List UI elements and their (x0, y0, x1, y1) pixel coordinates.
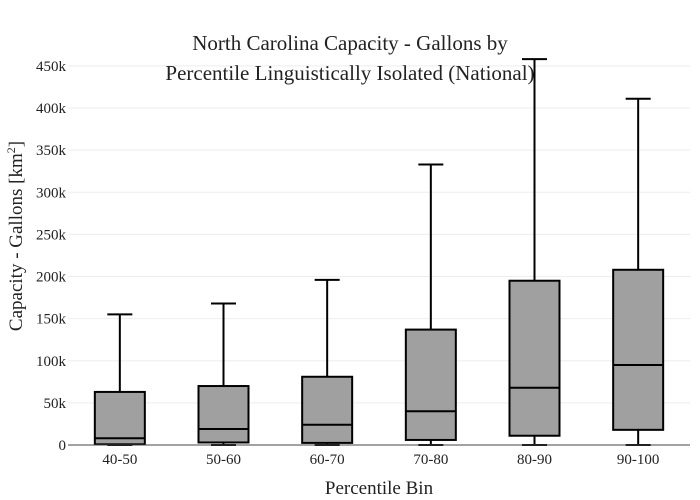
y-tick-label: 400k (36, 101, 67, 117)
x-tick-label: 60-70 (310, 452, 345, 468)
box-70-80 (404, 163, 457, 446)
y-tick-label: 450k (36, 59, 67, 75)
chart-title-line-2: Percentile Linguistically Isolated (Nati… (165, 61, 534, 85)
chart-title-line-1: North Carolina Capacity - Gallons by (192, 31, 508, 55)
box-80-90 (508, 58, 561, 446)
y-tick-label: 50k (44, 396, 67, 412)
box-iqr (508, 279, 561, 437)
box-iqr (197, 385, 250, 444)
boxes-layer (93, 58, 665, 446)
x-tick-label: 90-100 (617, 452, 660, 468)
x-tick-label: 40-50 (102, 452, 137, 468)
box-90-100 (612, 97, 665, 446)
y-tick-label: 300k (36, 185, 67, 201)
box-iqr (93, 390, 146, 446)
box-iqr (612, 268, 665, 431)
y-tick-label: 0 (59, 438, 67, 454)
grid-layer (68, 65, 690, 404)
y-tick-label: 100k (36, 354, 67, 370)
y-tick-label: 150k (36, 312, 67, 328)
y-axis-title-main: Capacity - Gallons [km (6, 153, 27, 331)
y-tick-label: 350k (36, 143, 67, 159)
y-axis-title: Capacity - Gallons [km2] (4, 141, 27, 331)
box-iqr (301, 375, 354, 444)
y-tick-label: 200k (36, 270, 67, 286)
x-axis-title: Percentile Bin (325, 478, 434, 499)
x-tick-label: 50-60 (206, 452, 241, 468)
x-tick-label: 80-90 (517, 452, 552, 468)
box-40-50 (93, 313, 146, 446)
x-tick-label: 70-80 (413, 452, 448, 468)
box-50-60 (197, 302, 250, 446)
y-tick-label: 250k (36, 227, 67, 243)
box-60-70 (301, 278, 354, 446)
box-iqr (404, 328, 457, 441)
y-axis-title-close: ] (6, 141, 27, 147)
y-axis-title-superscript: 2 (4, 147, 18, 153)
x-tick-labels: 40-50 50-60 60-70 70-80 80-90 90-100 (102, 452, 659, 468)
y-tick-labels: 0 50k 100k 150k 200k 250k 300k 350k 400k 450k (36, 59, 67, 454)
